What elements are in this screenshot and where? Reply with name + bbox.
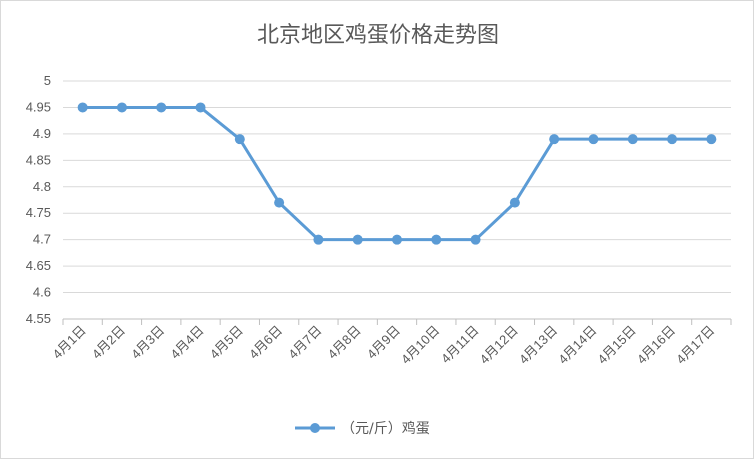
y-tick-label: 4.55 xyxy=(26,311,51,326)
data-point xyxy=(470,234,481,245)
y-axis-ticks: 4.55 4.6 4.65 4.7 4.75 4.8 4.85 4.9 4.95 5 xyxy=(26,73,51,326)
data-point xyxy=(156,102,167,113)
data-point xyxy=(706,134,717,145)
x-tick-label: 4月16日 xyxy=(634,323,678,367)
x-tick-label: 4月1日 xyxy=(50,323,89,362)
gridlines xyxy=(63,80,731,320)
y-tick-label: 4.65 xyxy=(26,258,51,273)
y-tick-label: 4.95 xyxy=(26,99,51,114)
data-point xyxy=(549,134,560,145)
x-tick-label: 4月7日 xyxy=(285,323,324,362)
x-tick-label: 4月15日 xyxy=(595,323,639,367)
x-tick-label: 4月10日 xyxy=(398,323,442,367)
data-point xyxy=(509,197,520,208)
data-point xyxy=(392,234,402,245)
data-point xyxy=(352,234,363,245)
y-tick-label: 4.75 xyxy=(26,205,51,220)
data-point xyxy=(588,134,599,145)
x-tick-label: 4月2日 xyxy=(89,323,128,362)
x-axis-ticks: 4月1日 4月2日 4月3日 4月4日 4月5日 4月6日 4月7日 4月8日 4月9日4月10… xyxy=(50,323,718,367)
y-tick-label: 4.7 xyxy=(33,232,51,247)
x-tick-label: 4月12日 xyxy=(477,323,521,367)
data-point xyxy=(116,102,127,113)
x-tick-label: 4月6日 xyxy=(246,323,285,362)
y-tick-label: 5 xyxy=(44,73,51,88)
data-point xyxy=(627,134,638,145)
x-tick-label: 4月14日 xyxy=(555,323,599,367)
x-tick-label: 4月13日 xyxy=(516,323,560,367)
y-tick-label: 4.8 xyxy=(33,179,51,194)
data-point xyxy=(234,134,245,145)
x-tick-label: 4月8日 xyxy=(325,323,364,362)
x-tick-label: 4月5日 xyxy=(207,323,246,362)
x-tick-label: 4月17日 xyxy=(673,323,717,367)
x-tick-label: 4月3日 xyxy=(128,323,167,362)
series-group xyxy=(77,102,717,245)
data-point xyxy=(667,134,678,145)
data-point xyxy=(274,197,285,208)
legend-label: （元/斤）鸡蛋 xyxy=(341,420,430,437)
y-tick-label: 4.85 xyxy=(26,152,51,167)
data-point xyxy=(195,102,206,113)
data-point xyxy=(313,234,324,245)
data-point xyxy=(77,102,88,113)
chart-title: 北京地区鸡蛋价格走势图 xyxy=(257,23,499,48)
series-line xyxy=(82,105,712,242)
y-tick-label: 4.6 xyxy=(33,285,51,300)
x-tick-label: 4月11日 xyxy=(438,323,482,367)
legend: （元/斤）鸡蛋 xyxy=(295,420,430,437)
data-point xyxy=(431,234,442,245)
legend-marker xyxy=(310,423,320,433)
x-tick-label: 4月4日 xyxy=(167,323,206,362)
y-tick-label: 4.9 xyxy=(33,126,51,141)
x-axis xyxy=(62,318,732,325)
